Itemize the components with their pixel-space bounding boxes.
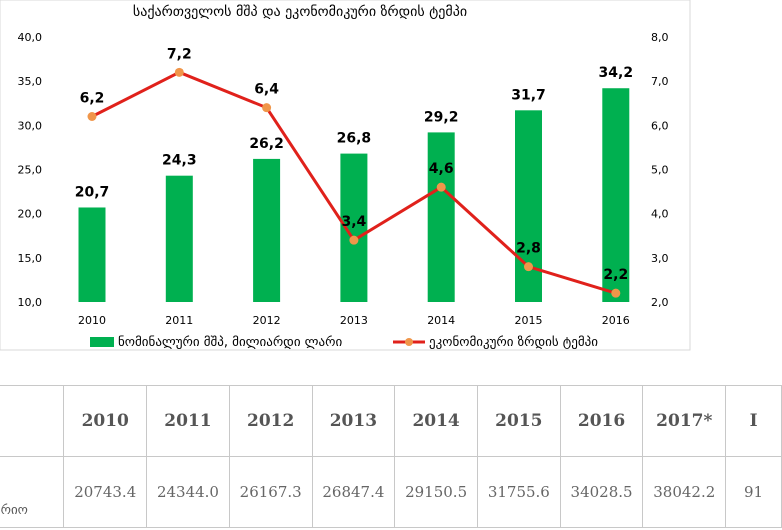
- x-tick-label: 2011: [165, 314, 193, 327]
- growth-label: 2,2: [603, 267, 628, 283]
- growth-label: 6,4: [254, 82, 279, 98]
- table-header-cell: I: [725, 385, 782, 457]
- right-axis: 2,0 3,0 4,0 5,0 6,0 7,0 8,0: [651, 31, 669, 309]
- table-header-row: 2010 2011 2012 2013 2014 2015 2016 2017*…: [0, 385, 782, 457]
- table-cell: 38042.2: [642, 456, 727, 528]
- table-cell: 26847.4: [311, 456, 396, 528]
- legend-line-marker: [405, 338, 413, 346]
- gdp-bar-label: 29,2: [424, 109, 459, 125]
- growth-point: [611, 288, 621, 298]
- table-cell: 20743.4: [63, 456, 148, 528]
- right-tick-label: 4,0: [651, 208, 669, 221]
- growth-line: [87, 67, 621, 298]
- table-cell: 26167.3: [228, 456, 313, 528]
- growth-point: [349, 235, 359, 245]
- table-header-cell: 2016: [559, 385, 644, 457]
- growth-label: 6,2: [80, 91, 105, 107]
- left-tick-label: 25,0: [18, 164, 43, 177]
- right-tick-label: 8,0: [651, 31, 669, 44]
- right-tick-label: 2,0: [651, 296, 669, 309]
- table-cell: 29150.5: [394, 456, 478, 528]
- right-tick-label: 6,0: [651, 119, 669, 132]
- row-label-text: ერიო: [0, 502, 28, 518]
- table-row: ერიო 20743.4 24344.0 26167.3 26847.4 291…: [0, 456, 782, 528]
- left-tick-label: 15,0: [18, 252, 43, 265]
- gdp-bar: [515, 110, 542, 302]
- growth-point: [262, 103, 272, 113]
- table-cell: 24344.0: [146, 456, 230, 528]
- gdp-bar: [427, 132, 455, 302]
- gdp-bar: [602, 88, 630, 302]
- x-tick-label: 2010: [78, 314, 106, 327]
- table-cell: 34028.5: [559, 456, 644, 528]
- x-tick-label: 2015: [515, 314, 543, 327]
- growth-point: [87, 112, 97, 121]
- table-cell: 31755.6: [476, 456, 561, 528]
- chart-title: საქართველოს მშპ და ეკონომიკური ზრდის ტემ…: [133, 3, 467, 20]
- growth-point: [436, 182, 446, 192]
- table-header-cell: 2013: [311, 385, 396, 457]
- gdp-chart: საქართველოს მშპ და ეკონომიკური ზრდის ტემ…: [0, 0, 691, 351]
- table-header-cell: 2014: [394, 385, 478, 457]
- growth-label: 2,8: [516, 241, 541, 257]
- left-tick-label: 40,0: [18, 31, 43, 44]
- gdp-bar-labels: 20,7 24,3 26,2 26,8 29,2 31,7 34,2: [75, 65, 633, 200]
- x-tick-label: 2012: [253, 314, 281, 327]
- left-axis: 10,0 15,0 20,0 25,0 30,0 35,0 40,0: [18, 31, 43, 309]
- right-tick-label: 7,0: [651, 75, 669, 88]
- growth-label: 4,6: [429, 161, 454, 177]
- growth-point: [174, 67, 184, 77]
- x-tick-label: 2013: [340, 314, 368, 327]
- gdp-bar: [165, 175, 193, 302]
- x-tick-label: 2014: [427, 314, 455, 327]
- right-tick-label: 5,0: [651, 164, 669, 177]
- x-tick-label: 2016: [602, 314, 630, 327]
- left-tick-label: 10,0: [18, 296, 43, 309]
- legend-line-label: ეკონომიკური ზრდის ტემპი: [429, 335, 598, 350]
- gdp-table: 2010 2011 2012 2013 2014 2015 2016 2017*…: [0, 385, 782, 528]
- growth-label: 3,4: [341, 214, 366, 230]
- table-header-cell: 2011: [146, 385, 230, 457]
- gdp-bar-label: 34,2: [599, 65, 634, 81]
- left-tick-label: 35,0: [18, 75, 43, 88]
- left-tick-label: 30,0: [18, 119, 43, 132]
- legend-bar-swatch: [90, 337, 114, 347]
- legend-bar-label: ნომინალური მშპ, მილიარდი ლარი: [118, 335, 342, 350]
- growth-point: [524, 262, 533, 272]
- right-tick-label: 3,0: [651, 252, 669, 265]
- growth-label: 7,2: [167, 46, 192, 62]
- x-axis: 2010 2011 2012 2013 2014 2015 2016: [78, 314, 630, 327]
- left-tick-label: 20,0: [18, 208, 43, 221]
- gdp-bar-label: 24,3: [162, 153, 197, 169]
- gdp-bar-label: 26,2: [249, 136, 284, 152]
- gdp-bar-label: 26,8: [337, 131, 372, 147]
- table-row-label: ერიო: [0, 456, 65, 528]
- gdp-bar-label: 20,7: [75, 184, 110, 200]
- table-header-cell: 2012: [228, 385, 313, 457]
- growth-labels: 6,2 7,2 6,4 3,4 4,6 2,8 2,2: [80, 46, 629, 283]
- table-header-cell: 2015: [476, 385, 561, 457]
- legend: ნომინალური მშპ, მილიარდი ლარი ეკონომიკურ…: [90, 335, 598, 350]
- table-cell: 91: [725, 456, 782, 528]
- table-header-cell: 2010: [63, 385, 148, 457]
- gdp-bar: [78, 207, 106, 302]
- gdp-bar-label: 31,7: [511, 87, 546, 103]
- table-header-cell: [0, 385, 65, 457]
- table-header-cell: 2017*: [642, 385, 727, 457]
- gdp-bar: [253, 158, 281, 302]
